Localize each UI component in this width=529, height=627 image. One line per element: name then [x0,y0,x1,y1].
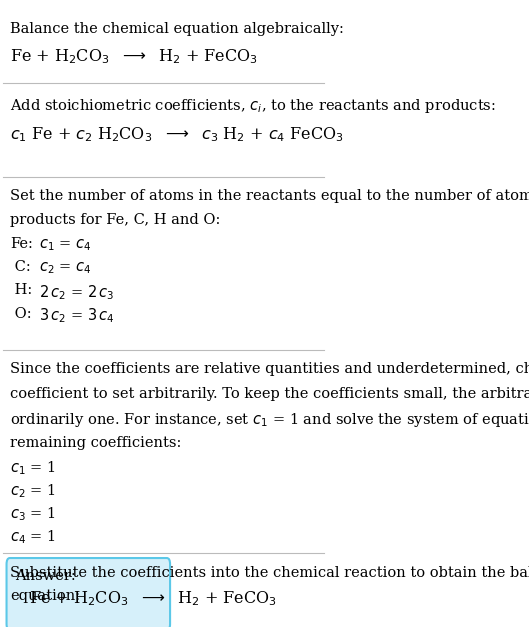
Text: Balance the chemical equation algebraically:: Balance the chemical equation algebraica… [10,22,344,36]
Text: equation:: equation: [10,589,80,603]
Text: Fe:: Fe: [10,237,33,251]
Text: $c_2$ = 1: $c_2$ = 1 [10,482,56,500]
Text: $2\,c_2$ = $2\,c_3$: $2\,c_2$ = $2\,c_3$ [39,283,115,302]
Text: products for Fe, C, H and O:: products for Fe, C, H and O: [10,213,220,227]
Text: Fe + H$_2$CO$_3$  $\longrightarrow$  H$_2$ + FeCO$_3$: Fe + H$_2$CO$_3$ $\longrightarrow$ H$_2$… [30,589,277,608]
Text: ordinarily one. For instance, set $c_1$ = 1 and solve the system of equations fo: ordinarily one. For instance, set $c_1$ … [10,411,529,429]
Text: $c_1$ = $c_4$: $c_1$ = $c_4$ [39,237,92,253]
Text: $3\,c_2$ = $3\,c_4$: $3\,c_2$ = $3\,c_4$ [39,307,115,325]
Text: remaining coefficients:: remaining coefficients: [10,436,181,450]
FancyBboxPatch shape [6,558,170,627]
Text: H:: H: [10,283,32,297]
Text: Substitute the coefficients into the chemical reaction to obtain the balanced: Substitute the coefficients into the che… [10,566,529,579]
Text: Fe + H$_2$CO$_3$  $\longrightarrow$  H$_2$ + FeCO$_3$: Fe + H$_2$CO$_3$ $\longrightarrow$ H$_2$… [10,47,258,66]
Text: $c_1$ = 1: $c_1$ = 1 [10,459,56,477]
Text: coefficient to set arbitrarily. To keep the coefficients small, the arbitrary va: coefficient to set arbitrarily. To keep … [10,387,529,401]
Text: Set the number of atoms in the reactants equal to the number of atoms in the: Set the number of atoms in the reactants… [10,189,529,203]
Text: C:: C: [10,260,31,274]
Text: $c_1$ Fe + $c_2$ H$_2$CO$_3$  $\longrightarrow$  $c_3$ H$_2$ + $c_4$ FeCO$_3$: $c_1$ Fe + $c_2$ H$_2$CO$_3$ $\longright… [10,125,343,144]
Text: O:: O: [10,307,31,320]
Text: $c_4$ = 1: $c_4$ = 1 [10,529,56,546]
Text: Since the coefficients are relative quantities and underdetermined, choose a: Since the coefficients are relative quan… [10,362,529,376]
Text: Add stoichiometric coefficients, $c_i$, to the reactants and products:: Add stoichiometric coefficients, $c_i$, … [10,97,496,115]
Text: Answer:: Answer: [15,569,76,583]
Text: $c_2$ = $c_4$: $c_2$ = $c_4$ [39,260,92,276]
Text: $c_3$ = 1: $c_3$ = 1 [10,505,56,523]
